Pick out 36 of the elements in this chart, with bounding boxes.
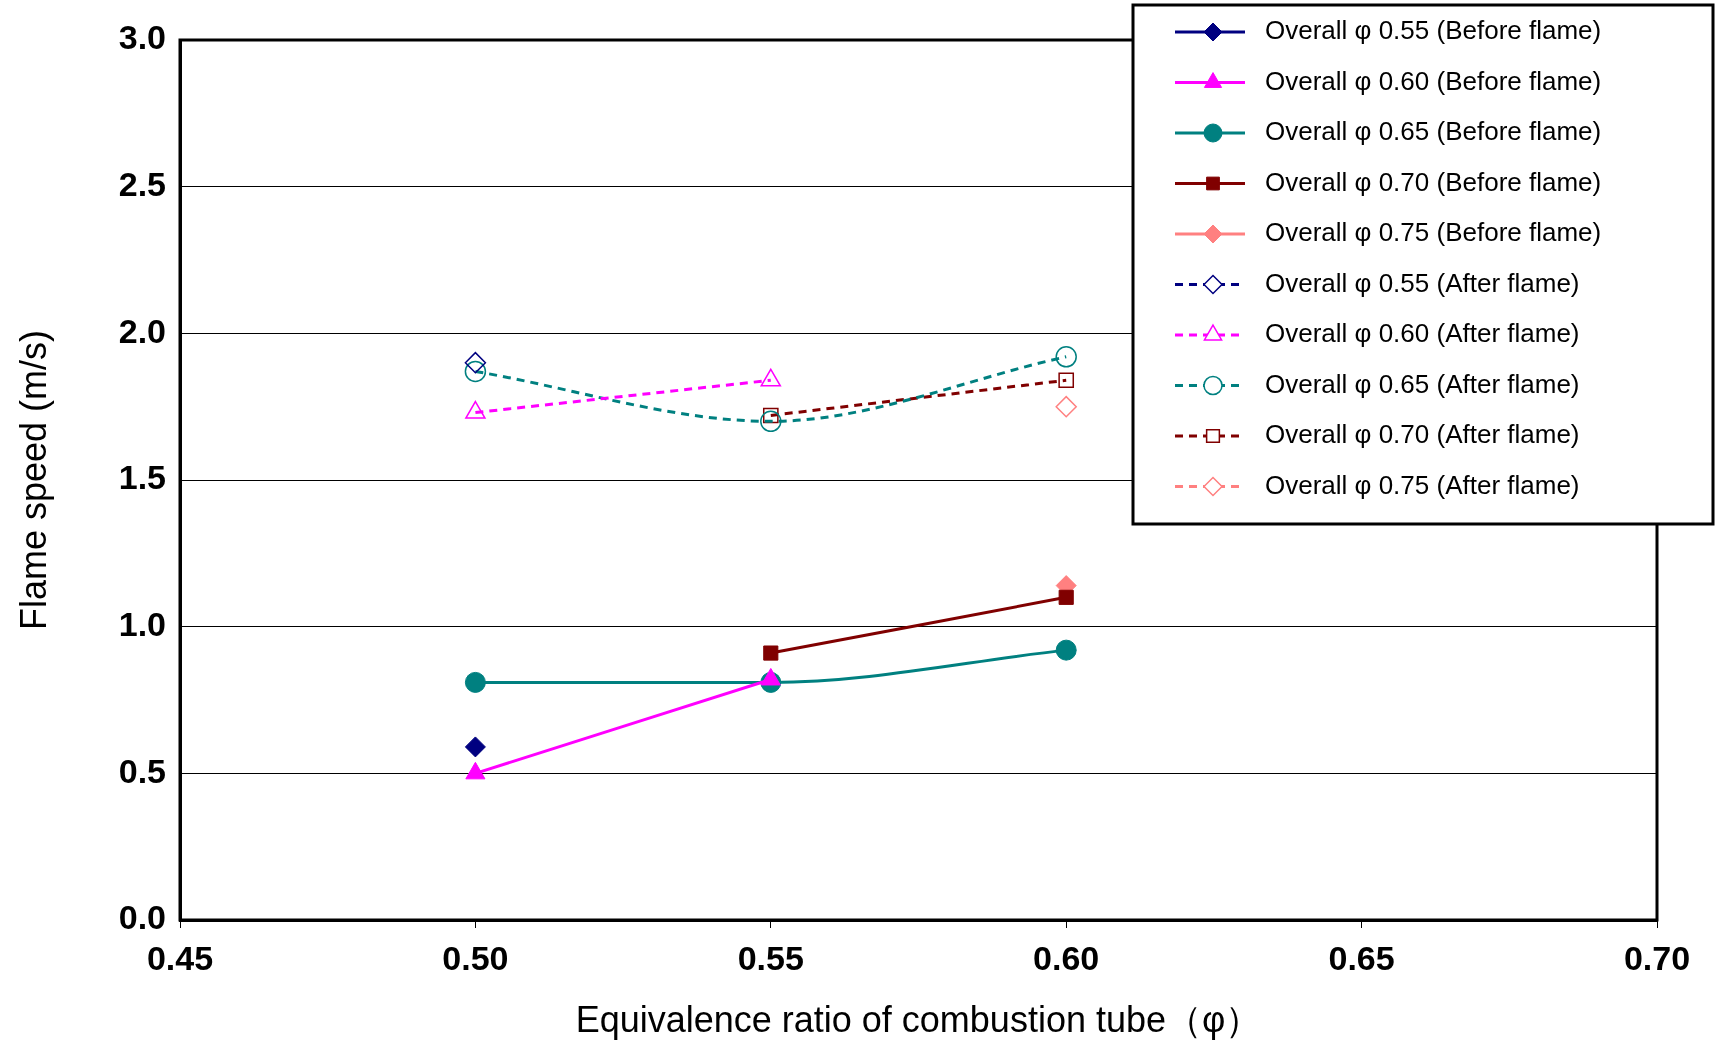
x-tick-label: 0.60: [1033, 938, 1100, 977]
y-axis-title: Flame speed (m/s): [12, 329, 54, 631]
point: [1055, 395, 1077, 418]
point: [464, 360, 487, 383]
y-tick-label: 1.5: [118, 458, 166, 497]
legend-label: Overall φ 0.60 (Before flame): [1265, 65, 1602, 96]
legend-label: Overall φ 0.75 (Before flame): [1265, 217, 1602, 248]
legend-label: Overall φ 0.65 (After flame): [1265, 368, 1580, 399]
point: [1058, 372, 1075, 389]
x-tick-label: 0.45: [146, 938, 214, 977]
point: [760, 410, 782, 433]
y-tick-label: 2.5: [118, 165, 166, 204]
y-tick-label: 0.5: [118, 751, 166, 790]
x-tick-label: 0.50: [442, 938, 509, 977]
legend-label: Overall φ 0.65 (Before flame): [1265, 116, 1602, 147]
point: [1055, 346, 1077, 368]
legend-label: Overall φ 0.70 (After flame): [1265, 419, 1580, 450]
legend-label: Overall φ 0.55 (Before flame): [1265, 15, 1602, 46]
x-axis-title: Equivalence ratio of combustion tube（φ）: [575, 999, 1262, 1041]
legend-label: Overall φ 0.70 (Before flame): [1265, 166, 1602, 197]
point: [1058, 589, 1074, 605]
point: [464, 351, 487, 374]
point: [464, 671, 486, 693]
legend-label: Overall φ 0.75 (After flame): [1265, 469, 1580, 500]
x-tick-label: 0.55: [737, 938, 804, 977]
y-tick-label: 0.0: [118, 898, 166, 937]
point: [1055, 639, 1077, 661]
x-tick-label: 0.70: [1623, 938, 1691, 977]
y-tick-label: 2.0: [118, 311, 166, 350]
legend-label: Overall φ 0.55 (After flame): [1265, 267, 1580, 298]
point: [763, 645, 779, 661]
y-tick-label: 3.0: [118, 18, 166, 57]
y-tick-label: 1.0: [118, 605, 166, 644]
legend-label: Overall φ 0.60 (After flame): [1265, 318, 1580, 349]
x-tick-label: 0.65: [1328, 938, 1395, 977]
point: [464, 736, 486, 758]
